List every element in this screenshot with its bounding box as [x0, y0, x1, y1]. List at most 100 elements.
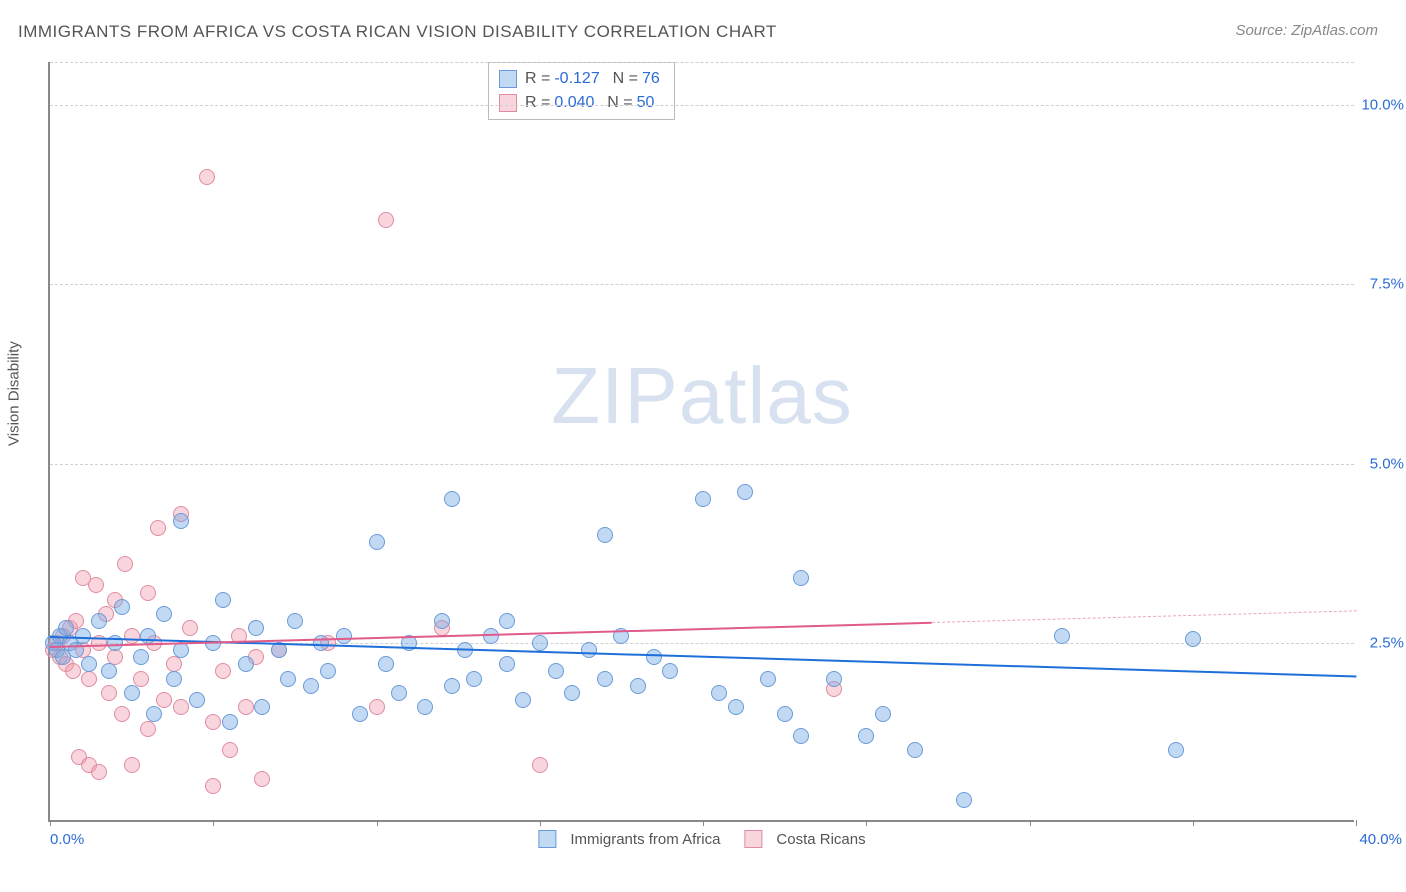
data-point: [662, 663, 678, 679]
data-point: [166, 671, 182, 687]
data-point: [173, 513, 189, 529]
gridline: [50, 105, 1354, 106]
watermark-atlas: atlas: [679, 351, 853, 440]
legend-bottom: Immigrants from Africa Costa Ricans: [538, 830, 865, 848]
x-tick: [866, 820, 867, 826]
x-tick: [377, 820, 378, 826]
data-point: [101, 663, 117, 679]
data-point: [150, 520, 166, 536]
data-point: [548, 663, 564, 679]
stats-row-series-b: R = 0.040 N = 50: [499, 91, 664, 115]
data-point: [81, 656, 97, 672]
data-point: [369, 699, 385, 715]
data-point: [75, 628, 91, 644]
data-point: [564, 685, 580, 701]
data-point: [532, 757, 548, 773]
data-point: [222, 714, 238, 730]
y-tick-label: 10.0%: [1360, 97, 1404, 114]
data-point: [728, 699, 744, 715]
data-point: [907, 742, 923, 758]
data-point: [378, 656, 394, 672]
data-point: [238, 656, 254, 672]
swatch-series-a: [499, 70, 517, 88]
data-point: [238, 699, 254, 715]
x-tick: [213, 820, 214, 826]
data-point: [793, 570, 809, 586]
plot-area: ZIPatlas R = -0.127 N = 76 R = 0.040 N =…: [48, 62, 1354, 822]
data-point: [466, 671, 482, 687]
data-point: [254, 771, 270, 787]
data-point: [777, 706, 793, 722]
data-point: [101, 685, 117, 701]
data-point: [499, 656, 515, 672]
data-point: [114, 599, 130, 615]
data-point: [124, 757, 140, 773]
stats-legend-box: R = -0.127 N = 76 R = 0.040 N = 50: [488, 62, 675, 120]
chart-title: IMMIGRANTS FROM AFRICA VS COSTA RICAN VI…: [18, 22, 777, 42]
legend-swatch-a: [538, 830, 556, 848]
data-point: [793, 728, 809, 744]
x-min-label: 0.0%: [50, 831, 84, 848]
data-point: [826, 671, 842, 687]
data-point: [646, 649, 662, 665]
data-point: [597, 527, 613, 543]
data-point: [215, 592, 231, 608]
data-point: [205, 778, 221, 794]
data-point: [65, 663, 81, 679]
data-point: [248, 620, 264, 636]
data-point: [369, 534, 385, 550]
data-point: [280, 671, 296, 687]
data-point: [146, 706, 162, 722]
legend-item-series-a: Immigrants from Africa: [538, 830, 720, 848]
watermark-zip: ZIP: [551, 351, 678, 440]
data-point: [515, 692, 531, 708]
data-point: [133, 671, 149, 687]
legend-swatch-b: [744, 830, 762, 848]
chart-container: IMMIGRANTS FROM AFRICA VS COSTA RICAN VI…: [0, 0, 1406, 892]
data-point: [336, 628, 352, 644]
data-point: [81, 671, 97, 687]
data-point: [391, 685, 407, 701]
data-point: [114, 706, 130, 722]
data-point: [215, 663, 231, 679]
data-point: [182, 620, 198, 636]
data-point: [140, 628, 156, 644]
data-point: [711, 685, 727, 701]
data-point: [140, 585, 156, 601]
x-tick: [1030, 820, 1031, 826]
x-tick: [50, 820, 51, 826]
data-point: [444, 678, 460, 694]
data-point: [173, 699, 189, 715]
data-point: [205, 714, 221, 730]
data-point: [597, 671, 613, 687]
data-point: [417, 699, 433, 715]
trend-line-extrapolated: [932, 610, 1356, 623]
data-point: [434, 613, 450, 629]
data-point: [1168, 742, 1184, 758]
data-point: [737, 484, 753, 500]
y-axis-label: Vision Disability: [6, 341, 23, 446]
y-tick-label: 5.0%: [1360, 455, 1404, 472]
gridline: [50, 62, 1354, 63]
data-point: [581, 642, 597, 658]
data-point: [303, 678, 319, 694]
data-point: [254, 699, 270, 715]
legend-item-series-b: Costa Ricans: [744, 830, 865, 848]
data-point: [287, 613, 303, 629]
data-point: [91, 613, 107, 629]
data-point: [630, 678, 646, 694]
data-point: [1185, 631, 1201, 647]
watermark: ZIPatlas: [551, 350, 852, 442]
data-point: [1054, 628, 1070, 644]
data-point: [352, 706, 368, 722]
data-point: [133, 649, 149, 665]
data-point: [117, 556, 133, 572]
data-point: [124, 685, 140, 701]
data-point: [695, 491, 711, 507]
gridline: [50, 464, 1354, 465]
data-point: [199, 169, 215, 185]
data-point: [156, 606, 172, 622]
data-point: [91, 764, 107, 780]
x-max-label: 40.0%: [1359, 831, 1402, 848]
data-point: [320, 663, 336, 679]
